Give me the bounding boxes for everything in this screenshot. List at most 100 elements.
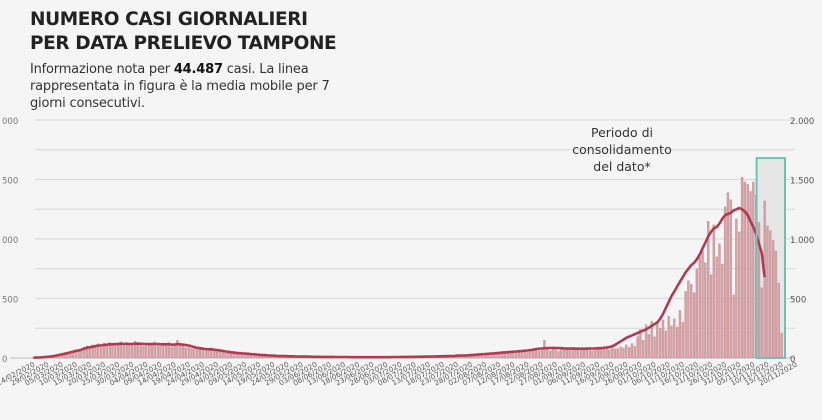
bar <box>509 352 512 359</box>
bar <box>195 349 199 359</box>
y-tick-label: 0 <box>790 355 795 365</box>
bar <box>746 184 749 359</box>
bar <box>619 346 622 359</box>
bar <box>653 336 656 359</box>
bar <box>780 332 783 359</box>
annotation-line-3: del dato* <box>593 159 650 174</box>
bar <box>698 256 701 359</box>
y-tick-label: 1.500 <box>790 177 814 187</box>
annotation-line-1: Periodo di <box>591 125 653 140</box>
bar <box>622 347 625 359</box>
bar <box>526 351 529 359</box>
bar <box>766 225 769 359</box>
bar <box>181 345 185 359</box>
bar <box>215 351 219 359</box>
bar <box>238 354 241 359</box>
bar <box>176 339 179 359</box>
bar <box>179 344 182 359</box>
bar <box>726 192 730 359</box>
bar <box>743 181 747 359</box>
bar <box>585 349 588 359</box>
bar <box>111 344 114 359</box>
bar <box>574 348 577 359</box>
bar <box>548 350 552 359</box>
bar <box>692 292 696 359</box>
bar <box>142 345 145 359</box>
moving-average-line <box>33 206 766 360</box>
bar <box>687 280 690 359</box>
bar <box>170 346 173 359</box>
bar <box>85 345 89 359</box>
bar <box>201 350 204 359</box>
bar <box>88 348 92 359</box>
bar <box>732 294 735 359</box>
bar <box>557 351 560 359</box>
bar <box>760 287 763 359</box>
bar <box>249 354 252 359</box>
bar <box>122 345 125 359</box>
bar <box>221 351 224 359</box>
bar <box>83 347 86 359</box>
bar <box>210 347 213 359</box>
bar <box>673 318 676 359</box>
bar <box>774 250 778 359</box>
annotation-line-2: consolidamento <box>572 142 671 157</box>
bar <box>116 342 120 359</box>
bar <box>167 342 171 359</box>
bar <box>218 350 221 359</box>
y-tick-label-left: 000 <box>2 236 18 246</box>
y-tick-label-left: 0 <box>2 355 7 365</box>
title-line-1: NUMERO CASI GIORNALIERI <box>30 9 308 30</box>
bar <box>531 350 535 359</box>
y-tick-label: 1.000 <box>790 236 814 246</box>
bar <box>204 350 207 359</box>
bar <box>644 324 648 359</box>
title-line-2: PER DATA PRELIEVO TAMPONE <box>30 33 337 54</box>
gridlines <box>10 119 795 359</box>
bar <box>114 343 117 359</box>
bar <box>184 347 188 359</box>
y-tick-label: 500 <box>790 296 806 306</box>
bar <box>625 344 628 359</box>
bar <box>659 328 662 359</box>
bar <box>594 348 597 359</box>
bar <box>571 347 574 359</box>
x-axis-labels: 24/02/202029/02/202005/03/202010/03/2020… <box>0 360 799 388</box>
bar <box>108 342 111 359</box>
bar <box>150 344 154 359</box>
case-count: 44.487 <box>173 62 223 77</box>
bar <box>156 344 159 359</box>
bar <box>749 191 752 359</box>
bar <box>684 291 687 359</box>
bar <box>605 348 608 359</box>
bar <box>77 350 80 359</box>
bar <box>148 342 151 359</box>
bar <box>232 353 236 359</box>
bar <box>661 319 665 359</box>
bar <box>554 349 557 359</box>
bar <box>193 348 196 359</box>
bar <box>568 349 572 359</box>
bar <box>681 322 684 359</box>
bar <box>630 343 634 359</box>
bar <box>190 348 193 359</box>
bar <box>639 329 642 359</box>
bar <box>224 353 227 359</box>
bar <box>735 218 738 359</box>
bar <box>777 282 780 359</box>
chart-subtitle: Informazione nota per 44.487 casi. La li… <box>30 62 330 111</box>
bar <box>492 354 495 359</box>
y-axis-labels: 0 0 500 500 1.000 000 1.500 500 2.000 000 <box>2 117 814 365</box>
bar <box>695 268 699 359</box>
bar <box>534 349 538 359</box>
bar <box>670 325 673 359</box>
bar <box>633 345 636 359</box>
bar <box>500 353 504 359</box>
bar <box>709 274 713 359</box>
bar <box>771 240 775 359</box>
bar <box>723 206 727 359</box>
bar <box>667 316 670 359</box>
bar <box>611 347 614 359</box>
bar <box>715 256 718 359</box>
bar <box>173 344 176 359</box>
